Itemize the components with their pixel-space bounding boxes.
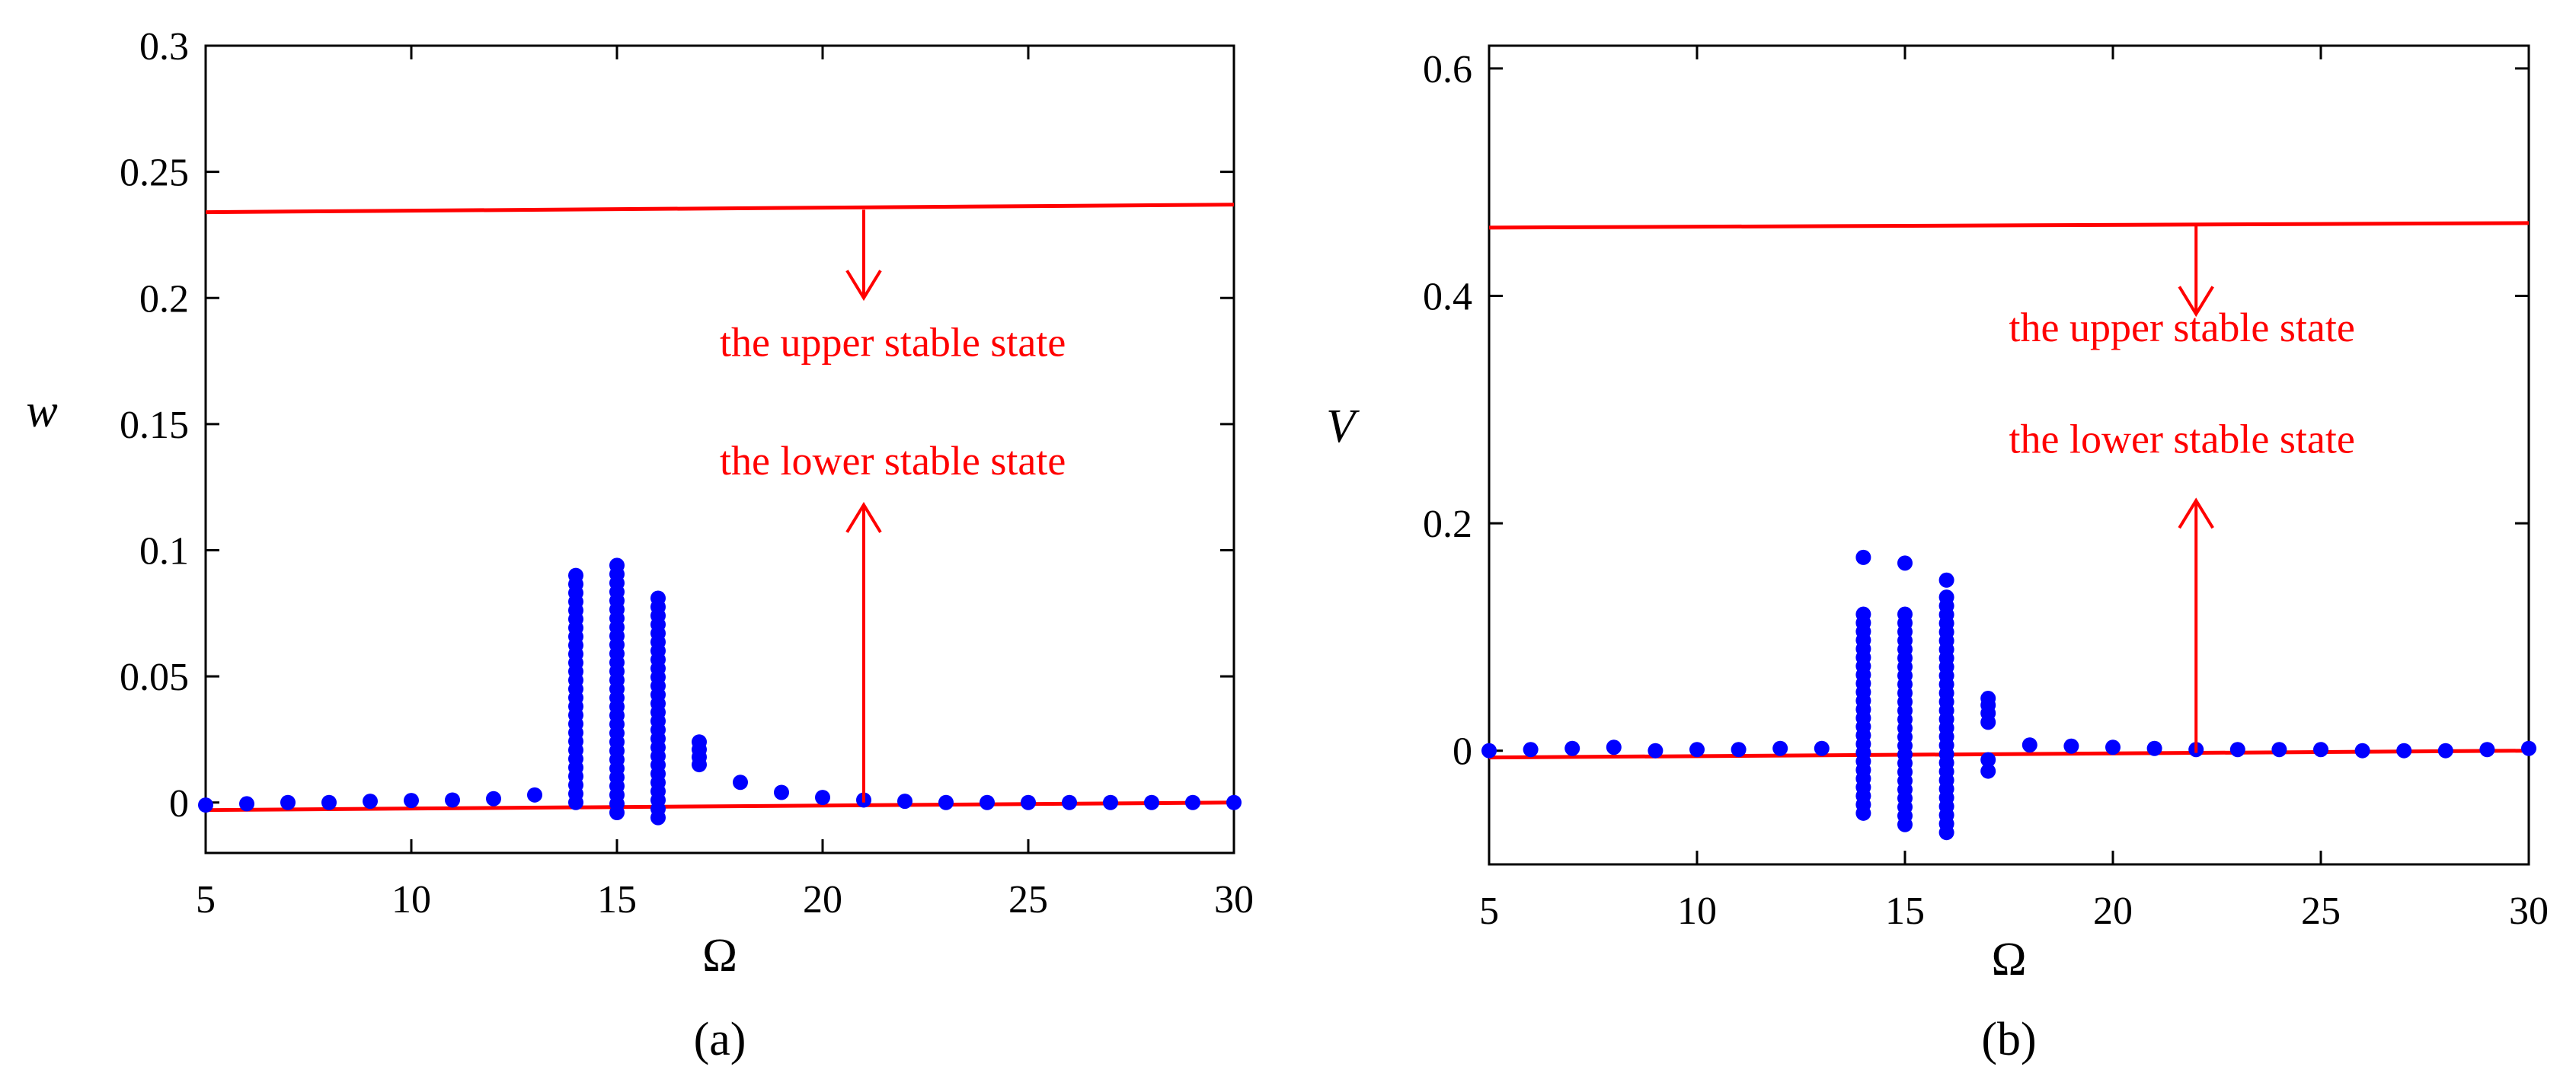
data-point xyxy=(2022,737,2037,752)
x-axis-label: Ω xyxy=(1991,934,2026,985)
x-tick-label: 30 xyxy=(2509,890,2549,933)
data-point xyxy=(2479,742,2495,757)
data-point xyxy=(1564,741,1580,756)
x-tick-label: 20 xyxy=(803,878,842,922)
y-axis-label: w xyxy=(26,385,57,437)
data-point xyxy=(1103,795,1118,810)
data-point xyxy=(1939,825,1954,840)
data-point xyxy=(1021,795,1036,810)
data-point xyxy=(980,795,995,810)
y-tick-label: 0.15 xyxy=(120,404,189,447)
data-point xyxy=(938,795,954,810)
stable-state-line-lower xyxy=(206,803,1234,810)
x-tick-label: 5 xyxy=(1479,890,1499,933)
stable-state-line-lower xyxy=(1489,751,2529,758)
panel-label: (a) xyxy=(694,1014,746,1065)
y-tick-label: 0.2 xyxy=(139,277,189,321)
x-tick-label: 15 xyxy=(597,878,637,922)
data-point xyxy=(815,790,830,805)
y-tick-label: 0.05 xyxy=(120,656,189,699)
data-point xyxy=(2105,739,2121,755)
data-point xyxy=(1144,795,1159,810)
data-point xyxy=(2438,743,2453,759)
annotation-text: the upper stable state xyxy=(720,319,1066,365)
data-point xyxy=(1731,742,1747,757)
panel-label: (b) xyxy=(1981,1014,2036,1065)
y-tick-label: 0.1 xyxy=(139,530,189,573)
data-point xyxy=(1980,691,1996,706)
data-point xyxy=(568,795,583,810)
data-point xyxy=(1814,741,1830,756)
annotation-text: the upper stable state xyxy=(2009,305,2355,350)
data-point xyxy=(2147,741,2162,756)
data-point xyxy=(609,805,625,820)
data-point xyxy=(2355,743,2370,759)
y-tick-label: 0.3 xyxy=(139,25,189,69)
data-point xyxy=(239,796,254,811)
chart-panel-a: 5 10 15 20 25 30 0 0.05 0.1 0.15 0.2 0.25 0.3 w Ω (a) th… xyxy=(26,25,1254,1065)
x-tick-label: 20 xyxy=(2093,890,2133,933)
data-point xyxy=(1606,739,1622,755)
data-point xyxy=(2396,743,2411,759)
data-point xyxy=(650,810,666,826)
data-point xyxy=(1226,795,1242,810)
data-point xyxy=(897,794,912,809)
stable-state-line-upper xyxy=(1489,223,2529,228)
data-point xyxy=(2313,742,2328,757)
y-tick-label: 0 xyxy=(1453,730,1472,774)
stable-state-line-upper xyxy=(206,205,1234,212)
data-point xyxy=(1980,752,1996,768)
x-tick-label: 25 xyxy=(1008,878,1048,922)
data-point xyxy=(2521,741,2536,756)
data-point xyxy=(321,795,337,810)
y-axis-label: V xyxy=(1326,401,1360,452)
y-tick-label: 0.2 xyxy=(1423,503,1472,546)
data-point xyxy=(1855,806,1871,821)
data-point xyxy=(1689,742,1705,757)
annotation-text: the lower stable state xyxy=(720,438,1066,484)
data-point xyxy=(1939,573,1954,588)
x-tick-label: 30 xyxy=(1214,878,1254,922)
data-point xyxy=(486,791,501,807)
data-point xyxy=(1897,555,1913,570)
data-point xyxy=(2063,739,2079,754)
data-point xyxy=(445,792,460,807)
x-tick-label: 5 xyxy=(196,878,216,922)
x-tick-label: 15 xyxy=(1885,890,1925,933)
data-point xyxy=(1772,741,1788,756)
x-tick-label: 10 xyxy=(392,878,431,922)
x-tick-label: 10 xyxy=(1677,890,1717,933)
data-point xyxy=(363,794,378,809)
data-point xyxy=(692,734,707,749)
annotation-text: the lower stable state xyxy=(2009,417,2355,462)
data-point xyxy=(280,795,296,810)
data-point xyxy=(774,785,789,800)
data-point xyxy=(1648,743,1663,759)
y-tick-label: 0.6 xyxy=(1423,48,1472,91)
chart-panel-b: 5 10 15 20 25 30 0 0.2 0.4 0.6 V Ω (b) the upper stab… xyxy=(1326,46,2549,1065)
y-tick-label: 0.4 xyxy=(1423,275,1472,318)
data-point xyxy=(1481,743,1497,759)
data-point xyxy=(527,787,542,803)
y-tick-label: 0.25 xyxy=(120,152,189,195)
x-axis-label: Ω xyxy=(702,930,737,982)
data-point xyxy=(2230,742,2245,757)
data-point xyxy=(1523,742,1539,757)
y-tick-label: 0 xyxy=(169,782,189,826)
data-point xyxy=(1062,795,1077,810)
data-point xyxy=(404,793,419,808)
x-tick-label: 25 xyxy=(2301,890,2341,933)
data-point xyxy=(1897,817,1913,832)
data-point xyxy=(1185,795,1200,810)
data-point xyxy=(198,797,213,813)
data-point xyxy=(2271,742,2287,757)
data-point xyxy=(733,775,748,790)
data-point xyxy=(1855,550,1871,565)
